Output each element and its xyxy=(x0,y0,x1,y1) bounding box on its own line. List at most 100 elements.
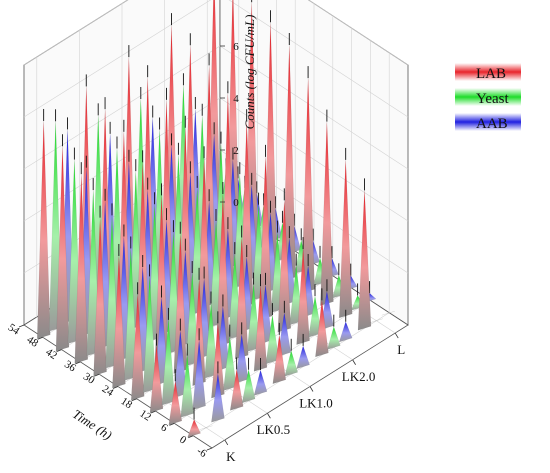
cone-body xyxy=(241,369,256,404)
legend-label-aab: AAB xyxy=(476,116,508,132)
category-label-l: L xyxy=(397,342,405,357)
cone-aab-lk0.5-6h xyxy=(234,322,249,384)
cone-body xyxy=(315,300,329,358)
cone-aab-l-0h xyxy=(381,311,395,316)
cone-aab-lk0.5-0h xyxy=(253,358,268,396)
cone-lab-k-12h xyxy=(149,333,164,413)
time-tick-mark xyxy=(18,324,25,328)
cone-body xyxy=(36,120,51,340)
cone-body xyxy=(192,340,206,411)
cone-lab-k-6h xyxy=(168,369,183,426)
cone-yeast-lk0.5-12h xyxy=(204,291,218,379)
time-tick-label: 6 xyxy=(158,421,170,434)
cone-aab-k-12h xyxy=(173,318,188,398)
cone-body xyxy=(223,336,237,391)
cone-body xyxy=(180,355,194,418)
category-tick-mark xyxy=(224,439,229,446)
time-axis-title: Time (h) xyxy=(70,406,115,442)
cone-lab-lk1.0-0h xyxy=(272,322,287,384)
cone-body xyxy=(112,255,126,389)
legend-swatch-lab xyxy=(455,63,521,81)
cone-body xyxy=(284,350,298,377)
category-tick-mark xyxy=(394,332,399,339)
cone-body xyxy=(124,248,138,381)
cone-lab-k-0h xyxy=(187,407,201,438)
cone-lab-k-18h xyxy=(130,282,145,401)
cone-body xyxy=(327,326,341,350)
time-tick-label: 0 xyxy=(177,434,189,447)
time-tick-mark xyxy=(75,361,81,365)
cone-body xyxy=(149,345,164,413)
count-tick-label: 2 xyxy=(233,145,239,157)
time-tick-mark xyxy=(131,398,137,402)
time-tick-label: 42 xyxy=(43,346,59,362)
time-tick-mark xyxy=(112,386,119,389)
count-tick-label: 8 xyxy=(233,0,239,1)
legend: LAB Yeast AAB xyxy=(455,63,521,132)
count-axis-title: Counts (log CFU/mL) xyxy=(242,15,257,130)
time-tick-mark xyxy=(37,336,43,340)
count-tick-label: 4 xyxy=(233,93,239,105)
cone-aab-k-0h xyxy=(211,361,225,423)
cone-body xyxy=(277,312,292,357)
cone-lab-k-42h xyxy=(55,134,70,352)
category-label-lk2.0: LK2.0 xyxy=(342,369,376,384)
cone-body xyxy=(93,217,107,376)
cone-yeast-k-6h xyxy=(180,343,194,418)
category-tick-mark xyxy=(352,359,356,365)
time-tick-mark xyxy=(169,423,175,426)
cone-body xyxy=(168,381,183,426)
cone-yeast-k-18h xyxy=(142,264,157,394)
cone-lab-k-30h xyxy=(93,205,107,376)
cone-body xyxy=(105,215,119,369)
cone-body xyxy=(357,190,372,331)
time-tick-label: 12 xyxy=(137,408,153,424)
cone-yeast-l-0h xyxy=(369,318,383,323)
cone-body xyxy=(55,146,70,352)
cone-yeast-lk0.5-0h xyxy=(241,357,256,404)
cone-aab-k-6h xyxy=(192,328,206,411)
category-label-k: K xyxy=(226,449,236,464)
cone-yeast-lk1.0-6h xyxy=(265,303,280,365)
cone-body xyxy=(272,334,287,384)
category-label-lk1.0: LK1.0 xyxy=(299,396,333,411)
cone-body xyxy=(381,311,395,316)
cone-lab-k-36h xyxy=(74,162,89,364)
cone-body xyxy=(308,296,322,338)
legend-label-yeast: Yeast xyxy=(476,91,509,107)
cone-body xyxy=(253,369,268,396)
cone-yeast-lk2.0-0h xyxy=(327,314,341,350)
category-tick-mark xyxy=(309,386,314,392)
cone-lab-l-0h xyxy=(357,178,372,331)
cone-body xyxy=(161,319,176,406)
legend-label-lab: LAB xyxy=(476,66,506,82)
category-label-lk0.5: LK0.5 xyxy=(257,422,291,437)
cone-yeast-lk0.5-6h xyxy=(223,324,237,391)
cone-yeast-k-30h xyxy=(105,203,119,369)
count-tick-label: 6 xyxy=(233,41,239,53)
cone-body xyxy=(173,330,188,398)
legend-swatch-yeast xyxy=(455,88,521,106)
legend-swatch-aab xyxy=(455,113,521,131)
count-tick-label: 0 xyxy=(233,197,239,209)
cone-lab-lk0.5-0h xyxy=(229,357,244,411)
cone-body xyxy=(229,369,244,411)
cone-body xyxy=(369,318,383,323)
cone-yeast-lk2.0-6h xyxy=(308,284,322,338)
time-tick-mark xyxy=(150,410,156,414)
cone-yeast-k-0h xyxy=(199,425,213,430)
time-tick-mark xyxy=(56,349,62,352)
data-cones xyxy=(36,0,395,438)
cone-body xyxy=(204,303,218,379)
cone-body xyxy=(130,294,145,401)
time-tick-mark xyxy=(94,373,100,377)
cone-lab-k-24h xyxy=(112,243,126,389)
cone-yeast-k-12h xyxy=(161,307,176,406)
cone-body xyxy=(211,373,225,423)
cone-body xyxy=(338,321,353,343)
cone-lab-lk2.0-0h xyxy=(315,288,329,358)
cone-body xyxy=(234,334,249,384)
cone-yeast-k-24h xyxy=(124,236,138,381)
